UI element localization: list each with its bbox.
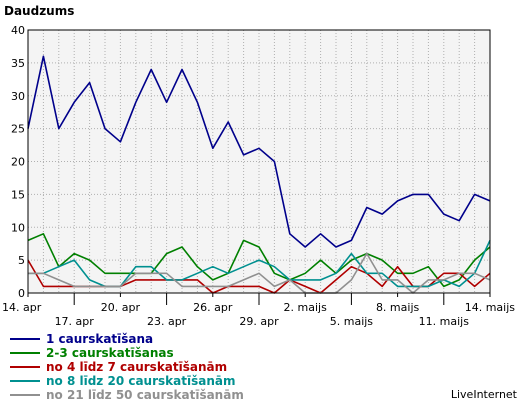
- y-tick-label: 20: [11, 156, 25, 169]
- x-tick-label: 23. apr: [147, 315, 187, 328]
- legend-label: 1 caurskatīšana: [46, 332, 153, 346]
- series-line-2: [27, 233, 491, 288]
- x-tick-label: 17. apr: [55, 315, 95, 328]
- y-tick-label: 5: [18, 254, 25, 267]
- x-tick-label: 29. apr: [239, 315, 279, 328]
- legend-label: no 21 līdz 50 caurskatīšanām: [46, 388, 244, 402]
- y-tick-label: 10: [11, 221, 25, 234]
- legend-label: no 4 līdz 7 caurskatīšanām: [46, 360, 227, 374]
- y-tick-label: 35: [11, 57, 25, 70]
- x-tick-label: 8. maijs: [376, 301, 420, 314]
- x-tick-label: 5. maijs: [330, 315, 374, 328]
- y-tick-label: 15: [11, 188, 25, 201]
- x-tick-label: 2. maijs: [284, 301, 328, 314]
- y-tick-label: 0: [18, 287, 25, 300]
- plot-frame: [27, 29, 491, 294]
- x-tick-label: 20. apr: [101, 301, 141, 314]
- legend-label: 2-3 caurskatīšanas: [46, 346, 174, 360]
- x-tick-label: 11. maijs: [419, 315, 470, 328]
- y-axis-ticks: 0 5 10 15 20 25 30 35 40: [11, 24, 25, 300]
- chart-title: Daudzums: [4, 4, 74, 18]
- series-line-1: [27, 55, 491, 248]
- x-tick-label: 14. maijs: [465, 301, 516, 314]
- legend-label: no 8 līdz 20 caurskatīšanām: [46, 374, 235, 388]
- x-tick-label: 14. apr: [2, 301, 42, 314]
- x-tick-label: 26. apr: [193, 301, 233, 314]
- y-tick-label: 30: [11, 90, 25, 103]
- y-tick-label: 25: [11, 123, 25, 136]
- x-axis-ticks: 14. apr 17. apr 20. apr 23. apr 26. apr 29. a…: [2, 293, 515, 328]
- y-tick-label: 40: [11, 24, 25, 37]
- brand-label: LiveInternet: [451, 388, 518, 401]
- series-lines: [27, 55, 491, 294]
- grid-lines: [27, 29, 491, 294]
